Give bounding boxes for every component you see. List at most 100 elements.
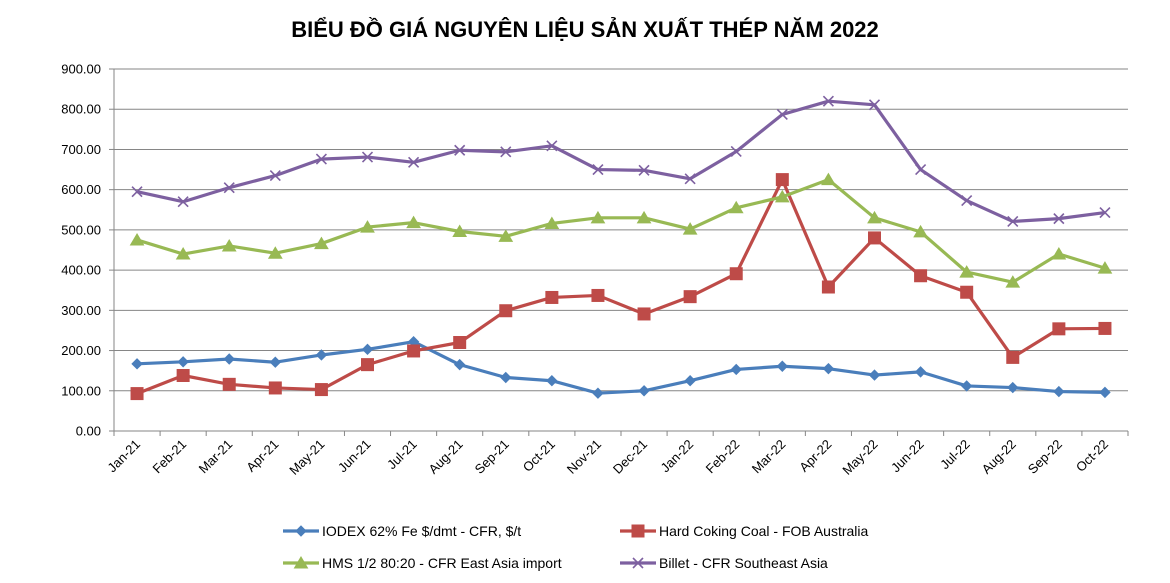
data-point	[915, 163, 927, 176]
data-point	[822, 95, 834, 107]
data-point	[638, 164, 650, 176]
data-point	[500, 371, 512, 384]
data-point	[774, 189, 790, 203]
data-point	[361, 358, 374, 372]
data-point	[775, 173, 789, 187]
data-point	[868, 369, 881, 381]
data-point	[408, 156, 420, 168]
marker-stroke	[361, 151, 374, 163]
data-point	[407, 344, 421, 358]
marker-stroke	[868, 99, 881, 111]
data-point	[361, 151, 374, 163]
data-point	[129, 232, 145, 246]
x-tick-label: Aug-21	[426, 437, 466, 477]
legend: IODEX 62% Fe $/dmt - CFR, $/t Hard Coking…	[283, 523, 869, 571]
marker-stroke	[822, 95, 834, 107]
x-tick-label: Jan-22	[658, 437, 697, 476]
x-tick-label: Jun-22	[888, 437, 927, 476]
data-point	[223, 353, 235, 365]
data-point	[452, 224, 468, 237]
data-point	[914, 366, 927, 378]
data-point	[269, 356, 282, 368]
data-point	[314, 236, 329, 250]
data-point	[499, 304, 513, 318]
data-point	[1053, 385, 1065, 398]
series-lines	[129, 95, 1113, 401]
legend-swatch-marker	[295, 525, 307, 537]
data-point	[177, 356, 189, 368]
marker-stroke	[454, 144, 466, 156]
y-tick-label: 600.00	[61, 182, 101, 197]
data-point	[546, 140, 558, 152]
y-tick-label: 400.00	[61, 263, 101, 278]
data-point	[315, 349, 328, 361]
marker-stroke	[1007, 215, 1019, 228]
data-point	[637, 307, 651, 321]
x-tick-label: Mar-21	[196, 437, 236, 477]
x-tick-label: Oct-21	[520, 437, 558, 475]
marker-stroke	[632, 557, 644, 569]
series-3	[129, 172, 1113, 288]
data-point	[314, 383, 328, 397]
data-point	[1006, 350, 1020, 364]
data-point	[453, 336, 467, 350]
legend-label: HMS 1/2 80:20 - CFR East Asia import	[322, 555, 562, 571]
gridlines	[109, 68, 1129, 436]
data-point	[221, 238, 237, 252]
x-tick-label: Mar-22	[749, 437, 789, 477]
marker-stroke	[315, 153, 327, 165]
data-point	[175, 247, 191, 260]
x-tick-label: Sep-22	[1025, 437, 1065, 477]
data-point	[1007, 215, 1019, 228]
data-point	[684, 173, 696, 185]
series-4	[131, 95, 1111, 228]
x-tick-label: Feb-21	[150, 437, 190, 477]
y-tick-label: 700.00	[61, 142, 101, 157]
series-line	[136, 178, 1105, 396]
marker-stroke	[223, 182, 235, 194]
data-point	[1051, 247, 1067, 260]
marker-stroke	[776, 108, 788, 121]
data-point	[636, 210, 652, 224]
series-line	[136, 178, 1106, 284]
data-point	[638, 385, 650, 397]
legend-swatch-marker	[632, 557, 644, 569]
legend-item: IODEX 62% Fe $/dmt - CFR, $/t	[283, 523, 521, 539]
marker-stroke	[546, 140, 558, 152]
data-point	[1005, 275, 1021, 288]
data-point	[868, 231, 881, 245]
data-point	[867, 210, 882, 224]
series-2	[130, 173, 1112, 401]
data-point	[1097, 261, 1113, 274]
data-point	[821, 280, 835, 294]
marker-stroke	[1053, 213, 1065, 225]
data-point	[913, 224, 928, 238]
marker-stroke	[915, 163, 927, 176]
x-tick-label: Jul-22	[937, 437, 973, 473]
data-point	[592, 387, 604, 399]
data-point	[546, 375, 558, 387]
x-tick-label: Nov-21	[564, 437, 604, 477]
series-1	[131, 335, 1111, 399]
y-tick-label: 800.00	[61, 102, 101, 117]
data-point	[1099, 386, 1111, 399]
data-point	[544, 216, 560, 229]
marker-stroke	[408, 156, 420, 168]
marker-stroke	[592, 163, 604, 176]
legend-item: HMS 1/2 80:20 - CFR East Asia import	[283, 555, 562, 571]
data-point	[130, 387, 144, 401]
data-point	[961, 194, 973, 207]
y-tick-label: 100.00	[61, 383, 101, 398]
data-point	[822, 362, 835, 375]
legend-swatch-marker	[293, 556, 309, 569]
data-point	[498, 229, 514, 242]
y-axis-ticks: 0.00 100.00 200.00 300.00 400.00 500.00 600.00…	[61, 62, 101, 439]
data-point	[592, 163, 604, 176]
y-tick-label: 300.00	[61, 303, 101, 318]
data-point	[684, 375, 696, 387]
x-tick-label: Feb-22	[703, 437, 743, 477]
data-point	[177, 196, 189, 208]
y-tick-label: 500.00	[61, 222, 101, 237]
x-tick-label: Apr-22	[796, 437, 834, 475]
